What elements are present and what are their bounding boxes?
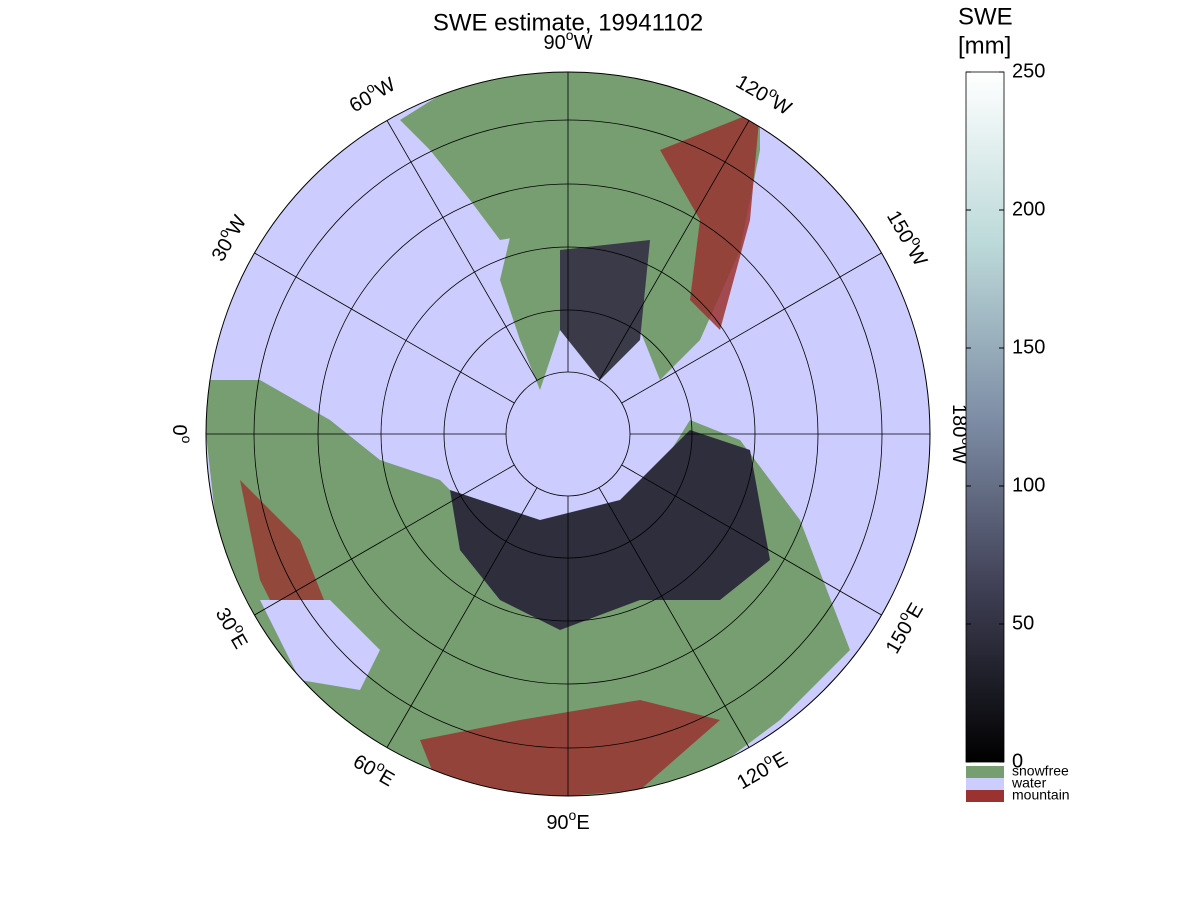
map-title: SWE estimate, 19941102 xyxy=(433,9,703,36)
meridian-label: 30oE xyxy=(210,602,256,653)
meridian-label: 60oW xyxy=(343,69,399,117)
colorbar-tick-label: 200 xyxy=(1012,198,1045,220)
meridian xyxy=(386,487,538,748)
meridian-label: 150oW xyxy=(882,204,936,270)
colorbar: SWE[mm] 0 50 100 150 200 250 snowfreewatermount… xyxy=(958,3,1070,802)
colorbar-tick-label: 150 xyxy=(1012,336,1045,358)
rocky-mountains xyxy=(660,110,760,330)
legend-swatch xyxy=(966,766,1004,778)
meridian-label: 90oE xyxy=(546,807,589,835)
map-disk xyxy=(206,72,930,796)
colorbar-title: [mm] xyxy=(958,32,1011,59)
meridian-label: 120oW xyxy=(732,66,798,120)
greenland-area xyxy=(500,190,600,390)
colorbar-tick-label: 0 xyxy=(1012,750,1023,772)
meridian-label: 60oE xyxy=(349,746,400,792)
inland-sea xyxy=(260,600,380,690)
legend-label: mountain xyxy=(1012,787,1070,803)
meridian xyxy=(254,464,515,616)
meridian-label: 0o xyxy=(168,425,196,444)
meridian xyxy=(598,120,750,381)
central-asia-mountains xyxy=(420,700,720,796)
snow-canada xyxy=(560,240,650,380)
meridian xyxy=(386,120,538,381)
map-border xyxy=(205,71,931,797)
meridian xyxy=(254,252,515,404)
meridian xyxy=(598,487,750,748)
colorbar-title: SWE xyxy=(958,3,1013,30)
legend-label: water xyxy=(1011,775,1047,791)
legend-label: snowfree xyxy=(1012,763,1069,779)
meridian-label: 90oW xyxy=(544,27,593,55)
legend-swatch xyxy=(966,778,1004,790)
colorbar-gradient xyxy=(965,71,1005,763)
meridian-label: 30oW xyxy=(203,209,251,265)
meridian xyxy=(621,252,882,404)
colorbar-tick-label: 250 xyxy=(1012,60,1045,82)
meridian xyxy=(621,464,882,616)
legend-swatch xyxy=(966,790,1004,802)
colorbar-tick-label: 50 xyxy=(1012,612,1034,634)
snow-siberia xyxy=(450,430,770,630)
colorbar-tick-label: 100 xyxy=(1012,474,1045,496)
